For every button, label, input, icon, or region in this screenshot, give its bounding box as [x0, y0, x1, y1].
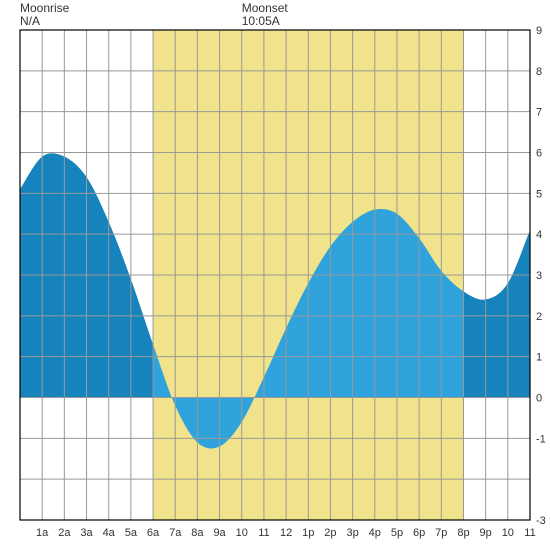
- x-tick-label: 3p: [346, 527, 358, 539]
- chart-svg: -3-101234567891a2a3a4a5a6a7a8a9a1011121p…: [0, 0, 550, 550]
- x-tick-label: 5p: [391, 527, 403, 539]
- x-tick-label: 11: [524, 527, 535, 539]
- y-tick-label: 5: [536, 188, 542, 200]
- x-tick-label: 2p: [324, 527, 336, 539]
- y-tick-label: 3: [536, 270, 542, 282]
- x-tick-label: 11: [258, 527, 269, 539]
- y-tick-label: 9: [536, 25, 542, 37]
- y-tick-label: 6: [536, 148, 542, 160]
- y-tick-label: 4: [536, 229, 542, 241]
- x-tick-label: 3a: [80, 527, 93, 539]
- moonrise-value: N/A: [20, 14, 40, 28]
- y-tick-label: 1: [536, 352, 542, 364]
- x-tick-label: 4a: [103, 527, 116, 539]
- x-tick-label: 12: [280, 527, 292, 539]
- x-tick-label: 6p: [413, 527, 425, 539]
- moonrise-title: Moonrise: [20, 1, 70, 15]
- x-tick-label: 6a: [147, 527, 160, 539]
- y-tick-label: -1: [536, 433, 546, 445]
- x-tick-label: 7a: [169, 527, 182, 539]
- x-tick-label: 9a: [213, 527, 226, 539]
- x-tick-label: 10: [502, 527, 514, 539]
- y-tick-label: -3: [536, 515, 546, 527]
- x-tick-label: 8p: [457, 527, 469, 539]
- x-tick-label: 7p: [435, 527, 447, 539]
- x-tick-label: 1a: [36, 527, 49, 539]
- x-tick-label: 2a: [58, 527, 71, 539]
- x-tick-label: 4p: [369, 527, 381, 539]
- y-tick-label: 8: [536, 66, 542, 78]
- x-tick-label: 1p: [302, 527, 314, 539]
- x-tick-label: 10: [236, 527, 248, 539]
- y-tick-label: 7: [536, 107, 542, 119]
- x-tick-label: 5a: [125, 527, 138, 539]
- tide-chart: -3-101234567891a2a3a4a5a6a7a8a9a1011121p…: [0, 0, 550, 550]
- moonset-title: Moonset: [242, 1, 289, 15]
- y-tick-label: 2: [536, 311, 542, 323]
- x-tick-label: 8a: [191, 527, 204, 539]
- y-tick-label: 0: [536, 393, 542, 405]
- x-tick-label: 9p: [480, 527, 492, 539]
- moonset-value: 10:05A: [242, 14, 280, 28]
